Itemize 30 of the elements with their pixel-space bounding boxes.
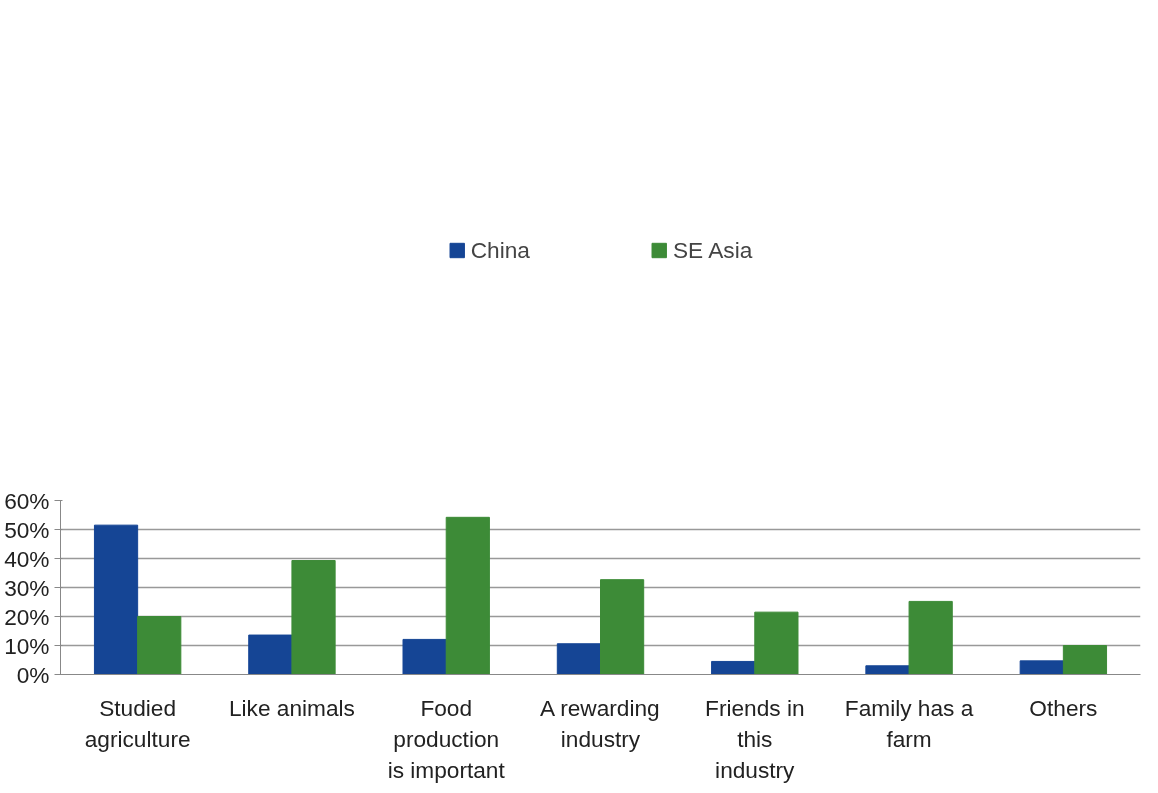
bar bbox=[248, 634, 293, 675]
y-tick-label: 60% bbox=[4, 487, 50, 514]
x-tick-label: Food production is important bbox=[387, 694, 506, 783]
y-tick-label: 50% bbox=[4, 516, 50, 543]
bar bbox=[291, 560, 336, 675]
legend-label: SE Asia bbox=[672, 236, 753, 264]
x-tick-label: A rewarding industry bbox=[540, 694, 660, 752]
bar bbox=[711, 660, 756, 675]
bar bbox=[600, 579, 645, 675]
bar bbox=[754, 611, 799, 675]
bar bbox=[137, 616, 182, 675]
bar bbox=[1019, 660, 1064, 675]
y-tick-label: 10% bbox=[4, 632, 50, 659]
x-tick-label: Studied agriculture bbox=[84, 694, 191, 752]
x-tick-label: Friends in this industry bbox=[705, 694, 805, 783]
bar bbox=[402, 638, 447, 675]
y-tick-label: 40% bbox=[4, 545, 50, 572]
legend-label: China bbox=[470, 236, 530, 264]
y-tick-label: 30% bbox=[4, 574, 50, 601]
y-tick-label: 20% bbox=[4, 603, 50, 630]
x-tick-label: Family has a farm bbox=[844, 694, 974, 752]
bar bbox=[556, 643, 601, 675]
bar bbox=[1062, 645, 1108, 675]
x-tick-label: Others bbox=[1029, 694, 1098, 721]
bar bbox=[445, 516, 490, 675]
bar bbox=[908, 600, 953, 675]
x-tick-label: Like animals bbox=[228, 694, 355, 721]
y-tick-label: 0% bbox=[16, 661, 50, 688]
bar bbox=[865, 665, 910, 675]
bar bbox=[93, 524, 139, 675]
